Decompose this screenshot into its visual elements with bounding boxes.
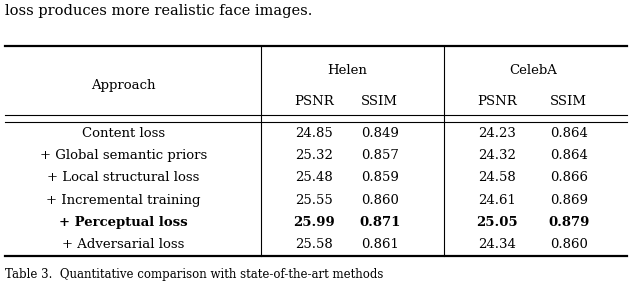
Text: 0.864: 0.864: [550, 149, 588, 162]
Text: 25.99: 25.99: [293, 216, 335, 229]
Text: 0.860: 0.860: [361, 193, 399, 207]
Text: 0.871: 0.871: [359, 216, 401, 229]
Text: 0.866: 0.866: [550, 171, 588, 184]
Text: 24.58: 24.58: [478, 171, 516, 184]
Text: + Local structural loss: + Local structural loss: [47, 171, 200, 184]
Text: Approach: Approach: [91, 79, 155, 93]
Text: PSNR: PSNR: [478, 95, 517, 108]
Text: + Adversarial loss: + Adversarial loss: [62, 238, 185, 251]
Text: 0.859: 0.859: [361, 171, 399, 184]
Text: 0.861: 0.861: [361, 238, 399, 251]
Text: + Perceptual loss: + Perceptual loss: [59, 216, 188, 229]
Text: 24.34: 24.34: [478, 238, 516, 251]
Text: 24.61: 24.61: [478, 193, 516, 207]
Text: 0.857: 0.857: [361, 149, 399, 162]
Text: 24.32: 24.32: [478, 149, 516, 162]
Text: + Global semantic priors: + Global semantic priors: [40, 149, 207, 162]
Text: 25.48: 25.48: [295, 171, 333, 184]
Text: 24.23: 24.23: [478, 127, 516, 140]
Text: Helen: Helen: [327, 64, 367, 77]
Text: 0.864: 0.864: [550, 127, 588, 140]
Text: 0.849: 0.849: [361, 127, 399, 140]
Text: 25.32: 25.32: [295, 149, 333, 162]
Text: SSIM: SSIM: [362, 95, 398, 108]
Text: 0.869: 0.869: [550, 193, 588, 207]
Text: 25.58: 25.58: [295, 238, 333, 251]
Text: 0.879: 0.879: [548, 216, 590, 229]
Text: 24.85: 24.85: [295, 127, 333, 140]
Text: PSNR: PSNR: [295, 95, 334, 108]
Text: CelebA: CelebA: [509, 64, 557, 77]
Text: Table 3.  Quantitative comparison with state-of-the-art methods: Table 3. Quantitative comparison with st…: [5, 268, 384, 280]
Text: 25.55: 25.55: [295, 193, 333, 207]
Text: Content loss: Content loss: [82, 127, 165, 140]
Text: 0.860: 0.860: [550, 238, 588, 251]
Text: + Incremental training: + Incremental training: [46, 193, 200, 207]
Text: 25.05: 25.05: [477, 216, 518, 229]
Text: loss produces more realistic face images.: loss produces more realistic face images…: [5, 4, 312, 19]
Text: SSIM: SSIM: [550, 95, 587, 108]
